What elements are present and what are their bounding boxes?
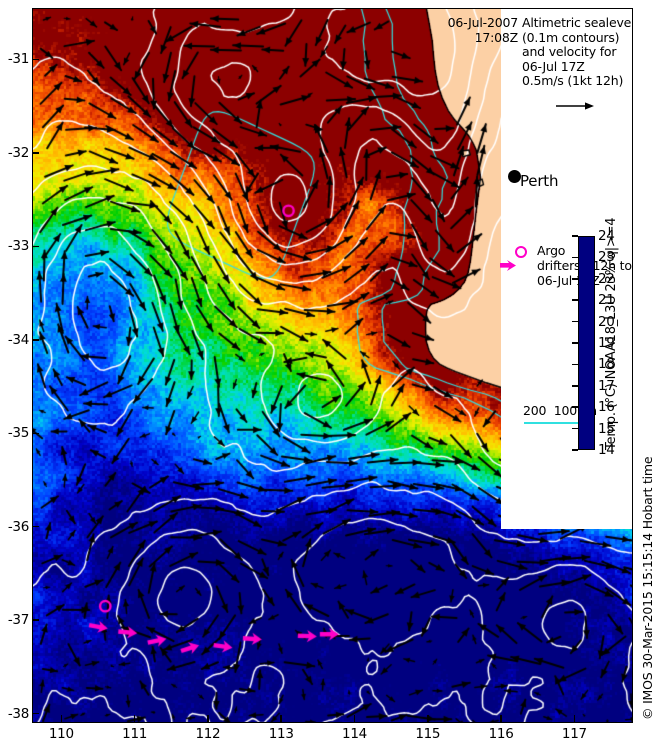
latitude-tick-label: -35 — [7, 425, 29, 442]
longitude-tick-label: 116 — [488, 726, 514, 742]
latitude-tick-label: -36 — [7, 518, 29, 535]
latitude-tick-label: -38 — [7, 705, 29, 722]
perth-city-label: Perth — [520, 172, 559, 190]
longitude-tick-mark — [207, 715, 209, 723]
longitude-tick-label: 111 — [122, 726, 148, 742]
date-text: 06-Jul-2007 — [447, 15, 519, 30]
longitude-tick-label: 112 — [195, 726, 221, 742]
latitude-axis: -31 -32 -33 -34 -35 -36 -37 -38 — [0, 0, 29, 750]
latitude-tick-mark — [32, 432, 39, 434]
longitude-tick-mark — [500, 715, 502, 723]
colorbar-tick-label: 14 — [598, 442, 615, 458]
legend-line-4: 06-Jul 17Z — [522, 58, 585, 74]
colorbar-tick-mark — [572, 320, 578, 323]
temperature-colorbar: 14 15 16 17 18 19 20 21 22 23 24 — [572, 228, 615, 458]
longitude-tick-label: 115 — [415, 726, 441, 742]
longitude-tick-label: 114 — [342, 726, 367, 742]
longitude-tick-label: 113 — [268, 726, 294, 742]
longitude-tick-mark — [60, 715, 63, 723]
copyright-notice: © IMOS 30-Mar-2015 15:15:14 Hobart time — [640, 456, 655, 720]
argo-line-1: drifters@12h to — [537, 258, 632, 273]
longitude-tick-mark — [427, 715, 429, 723]
latitude-tick-mark — [32, 339, 39, 341]
latitude-tick-label: -32 — [7, 144, 29, 161]
out-of-domain-mask — [501, 8, 633, 529]
argo-drifter-legend: Argo drifters@12h to 06-Jul 18Z — [537, 243, 632, 288]
colorbar-tick-label: 20 — [598, 313, 615, 330]
colorbar-tick-mark — [572, 256, 578, 259]
latitude-tick-mark — [32, 712, 39, 715]
colorbar-tick-mark — [572, 363, 578, 366]
longitude-tick-mark — [280, 715, 282, 723]
velocity-scale-arrow-icon — [556, 102, 594, 110]
bathymetry-contour-sample-line — [524, 422, 580, 424]
longitude-tick-mark — [133, 715, 136, 723]
colorbar-tick-mark — [572, 385, 578, 387]
colorbar-tick-mark — [572, 342, 578, 344]
colorbar-title: Temp. (°C) NOAA18_L3U 23% q|>=4 — [604, 217, 619, 450]
longitude-tick-mark — [353, 715, 356, 723]
colorbar-tick-label: 18 — [598, 356, 615, 373]
time-text: 17:08Z — [474, 29, 519, 45]
latitude-tick-mark — [32, 152, 39, 154]
latitude-tick-label: -31 — [7, 51, 29, 68]
colorbar-tick-mark — [572, 427, 578, 430]
colorbar-gradient — [578, 236, 595, 450]
legend-line-5: 0.5m/s (1kt 12h) — [522, 73, 624, 89]
colorbar-tick-label: 17 — [598, 377, 615, 394]
longitude-tick-label: 110 — [48, 726, 74, 742]
latitude-tick-label: -34 — [7, 331, 29, 348]
argo-title: Argo — [537, 243, 566, 258]
date-time-annotation: 06-Jul-2007 17:08Z — [426, 15, 519, 45]
colorbar-tick-label: 15 — [598, 420, 615, 437]
colorbar-tick-mark — [572, 235, 578, 237]
legend-line-1: Altimetric sealevel — [522, 15, 633, 30]
colorbar-tick-label: 16 — [598, 399, 615, 416]
colorbar-tick-label: 19 — [598, 335, 615, 351]
colorbar-tick-mark — [572, 299, 578, 301]
colorbar-tick-label: 21 — [598, 292, 615, 309]
colorbar-tick-label: 23 — [598, 249, 615, 266]
longitude-tick-label: 117 — [561, 726, 587, 742]
colorbar-tick-mark — [572, 406, 578, 408]
latitude-tick-mark — [32, 58, 39, 61]
legend-line-2: (0.1m contours) — [522, 29, 620, 45]
latitude-tick-mark — [32, 619, 39, 621]
latitude-tick-mark — [32, 245, 39, 248]
colorbar-tick-mark — [572, 278, 578, 280]
perth-city-marker — [508, 170, 521, 183]
argo-float-symbol-icon — [515, 246, 527, 258]
colorbar-tick-label: 24 — [598, 228, 615, 244]
map-plot-area[interactable]: 06-Jul-2007 17:08Z Altimetric sealevel (… — [32, 8, 633, 723]
legend-line-3: and velocity for — [522, 44, 617, 60]
latitude-tick-mark — [32, 525, 39, 528]
field-legend-annotation: Altimetric sealevel (0.1m contours) and … — [522, 15, 633, 89]
latitude-tick-label: -33 — [7, 238, 29, 255]
latitude-tick-label: -37 — [7, 612, 29, 629]
longitude-tick-mark — [573, 715, 576, 723]
drifter-arrow-symbol-icon — [500, 260, 516, 271]
colorbar-tick-label: 22 — [598, 270, 615, 287]
colorbar-tick-mark — [572, 449, 578, 451]
